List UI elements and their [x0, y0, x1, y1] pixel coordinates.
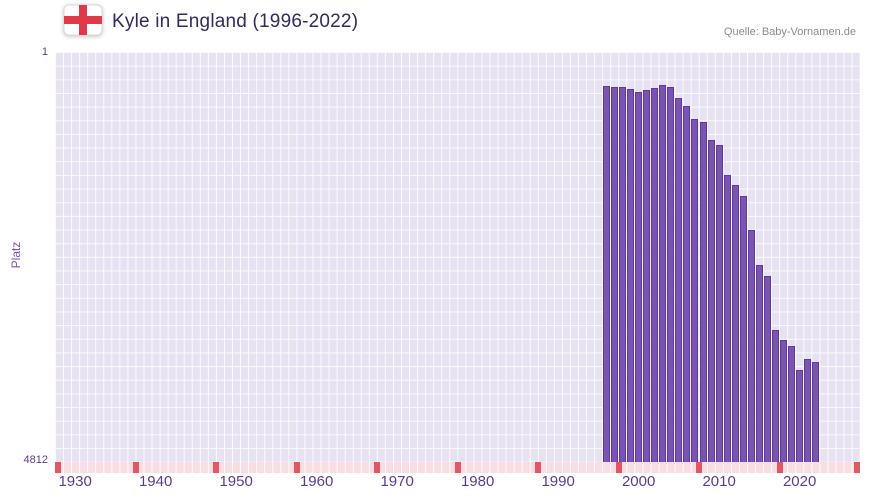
baseline-decade-mark	[535, 462, 541, 473]
baseline-decade-mark	[696, 462, 702, 473]
baseline-decade-mark	[55, 462, 61, 473]
bar-2008	[699, 121, 707, 462]
chart-title: Kyle in England (1996-2022)	[112, 11, 359, 32]
bar-2004	[667, 87, 675, 462]
bar-2007	[691, 119, 699, 462]
source-label: Quelle: Baby-Vornamen.de	[723, 26, 856, 38]
baseline-decade-mark	[776, 462, 783, 473]
bar-2020	[796, 369, 804, 462]
bar-1998	[619, 87, 627, 462]
x-tick-1990: 1990	[541, 473, 575, 490]
bar-2001	[643, 89, 651, 462]
plot-area	[55, 52, 860, 462]
x-tick-2000: 2000	[621, 473, 656, 490]
bar-2012	[731, 184, 739, 462]
x-tick-1980: 1980	[460, 473, 495, 490]
baseline-decade-mark	[854, 462, 860, 473]
bar-2015	[755, 264, 763, 462]
x-tick-1930: 1930	[58, 473, 92, 490]
bar-2016	[763, 276, 771, 462]
y-tick-bottom: 4812	[23, 454, 48, 466]
x-tick-2020: 2020	[782, 473, 817, 490]
bar-1999	[627, 88, 635, 462]
england-flag-icon	[63, 4, 103, 36]
bar-2017	[771, 329, 779, 462]
bar-2021	[804, 358, 812, 462]
bar-2009	[707, 139, 715, 462]
bar-2011	[723, 174, 731, 462]
bar-2010	[715, 144, 723, 462]
bar-2002	[651, 87, 659, 462]
x-tick-1940: 1940	[138, 473, 173, 490]
bar-2019	[788, 345, 796, 462]
bar-2018	[780, 339, 788, 462]
bar-2005	[675, 97, 683, 462]
x-tick-1970: 1970	[380, 473, 414, 490]
baseline-decade-mark	[293, 462, 300, 473]
baseline-decade-mark	[454, 462, 461, 473]
bar-2014	[747, 230, 755, 462]
x-axis-baseline	[55, 462, 860, 473]
baseline-decade-mark	[213, 462, 219, 473]
baseline-decade-mark	[374, 462, 380, 473]
bar-2022	[812, 362, 820, 462]
bar-2013	[739, 195, 747, 462]
y-axis-label: Platz	[9, 241, 23, 269]
bar-1996	[602, 86, 610, 462]
bar-2003	[659, 85, 667, 462]
y-tick-top: 1	[41, 46, 48, 58]
baseline-decade-mark	[132, 462, 139, 473]
x-tick-1950: 1950	[219, 473, 253, 490]
bar-2006	[683, 105, 691, 462]
x-tick-2010: 2010	[702, 473, 736, 490]
bar-2000	[635, 91, 643, 462]
bar-1997	[610, 86, 618, 462]
baseline-decade-mark	[615, 462, 622, 473]
x-tick-1960: 1960	[299, 473, 334, 490]
